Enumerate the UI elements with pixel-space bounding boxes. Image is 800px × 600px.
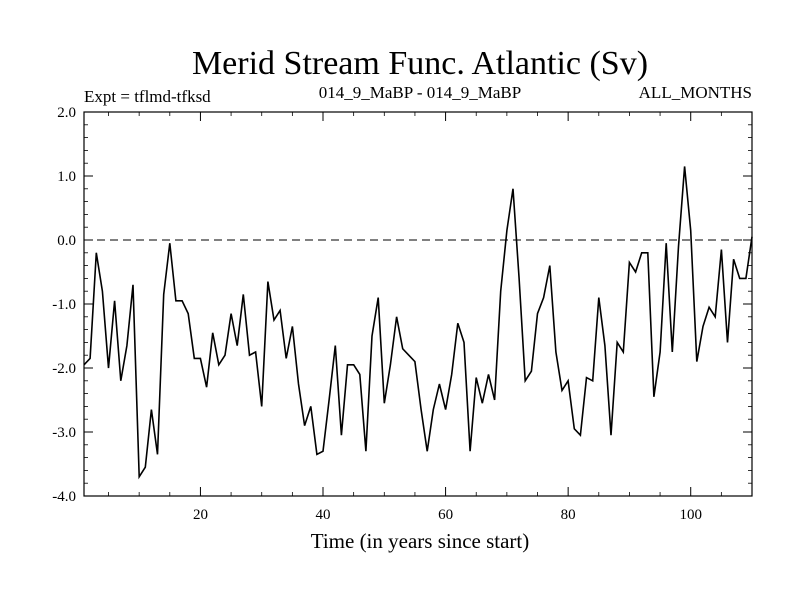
y-tick-label: -1.0 [52, 297, 76, 313]
y-tick-label: 1.0 [57, 169, 76, 185]
x-tick-label: 40 [316, 507, 331, 523]
y-tick-label: -2.0 [52, 361, 76, 377]
y-tick-label: -3.0 [52, 425, 76, 441]
subtitle-experiment: Expt = tflmd-tfksd [84, 87, 211, 106]
x-tick-label: 60 [438, 507, 453, 523]
plot-area: -4.0 -3.0 -2.0 -1.0 0.0 1.0 2.0 20 40 60 80 100 [52, 105, 753, 523]
y-tick-label: 2.0 [57, 105, 76, 121]
x-tick-label: 100 [679, 507, 702, 523]
y-tick-label: -4.0 [52, 489, 76, 505]
chart-title: Merid Stream Func. Atlantic (Sv) [192, 45, 648, 82]
subtitle-months: ALL_MONTHS [639, 83, 752, 102]
x-axis-label: Time (in years since start) [311, 529, 530, 553]
series-line [83, 166, 753, 480]
subtitle-period: 014_9_MaBP - 014_9_MaBP [319, 83, 521, 102]
x-tick-label: 20 [193, 507, 208, 523]
y-tick-label: 0.0 [57, 233, 76, 249]
x-tick-label: 80 [561, 507, 576, 523]
